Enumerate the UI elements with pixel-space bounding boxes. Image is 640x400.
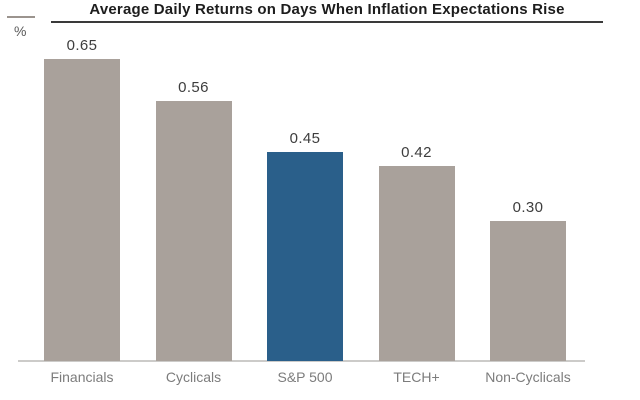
bar [44,59,120,361]
y-axis-unit-label: % [14,23,27,39]
bar [490,221,566,361]
bar-group: 0.42 TECH+ [361,0,473,400]
bar-category-label: TECH+ [393,369,440,385]
bar [267,152,343,361]
bar-group: 0.65 Financials [26,0,138,400]
bar-category-label: Financials [50,369,114,385]
bar-category-label: Non-Cyclicals [485,369,571,385]
bar-value-label: 0.42 [401,144,432,161]
x-axis-baseline [18,360,585,362]
bar-group: 0.56 Cyclicals [138,0,250,400]
bar-value-label: 0.56 [178,79,209,96]
chart-title: Average Daily Returns on Days When Infla… [51,1,603,23]
bar-value-label: 0.30 [512,199,544,216]
bar-group: 0.30 Non-Cyclicals [472,0,584,400]
bar-category-label: S&P 500 [277,369,333,385]
bar-value-label: 0.65 [66,37,98,54]
bar [378,166,455,361]
bar-group: 0.45 S&P 500 [249,0,361,400]
bar-value-label: 0.45 [289,130,321,147]
bar [155,101,232,361]
bar-category-label: Cyclicals [165,369,222,385]
unit-tick-line [7,16,35,18]
